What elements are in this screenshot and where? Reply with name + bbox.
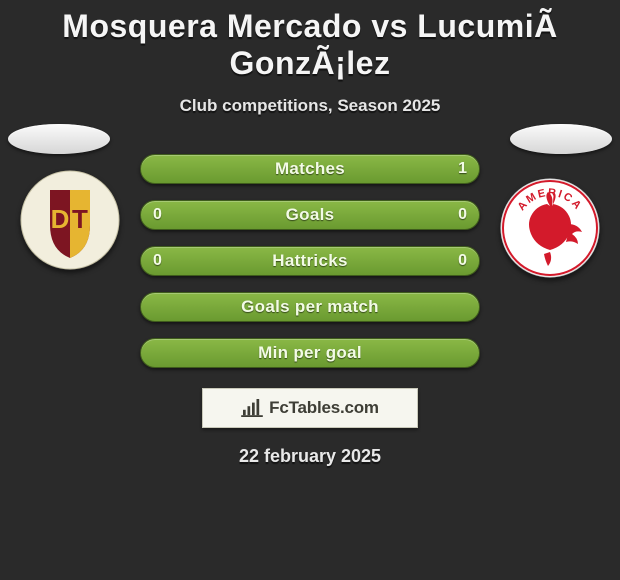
date: 22 february 2025 xyxy=(0,446,620,467)
stat-label: Min per goal xyxy=(258,343,362,363)
svg-text:T: T xyxy=(72,204,88,234)
stat-row-hattricks: 0 Hattricks 0 xyxy=(140,246,480,276)
stat-row-min-per-goal: Min per goal xyxy=(140,338,480,368)
watermark-text: FcTables.com xyxy=(269,398,379,418)
stat-left-value: 0 xyxy=(153,252,162,270)
svg-text:D: D xyxy=(51,204,70,234)
stat-label: Hattricks xyxy=(272,251,347,271)
stat-right-value: 0 xyxy=(458,252,467,270)
subtitle: Club competitions, Season 2025 xyxy=(0,96,620,116)
stat-left-value: 0 xyxy=(153,206,162,224)
watermark: FcTables.com xyxy=(202,388,418,428)
stat-label: Goals xyxy=(286,205,335,225)
stat-label: Goals per match xyxy=(241,297,379,317)
stat-row-goals: 0 Goals 0 xyxy=(140,200,480,230)
stat-right-value: 0 xyxy=(458,206,467,224)
page-title: Mosquera Mercado vs LucumiÃ GonzÃ¡lez xyxy=(0,0,620,82)
player-avatar-right xyxy=(510,124,612,154)
club-badge-right: AMERICA xyxy=(500,178,600,278)
bar-chart-icon xyxy=(241,399,263,417)
stat-row-matches: Matches 1 xyxy=(140,154,480,184)
player-avatar-left xyxy=(8,124,110,154)
stat-right-value: 1 xyxy=(458,160,467,178)
club-badge-left: D T xyxy=(20,170,120,270)
stat-row-goals-per-match: Goals per match xyxy=(140,292,480,322)
stat-label: Matches xyxy=(275,159,345,179)
